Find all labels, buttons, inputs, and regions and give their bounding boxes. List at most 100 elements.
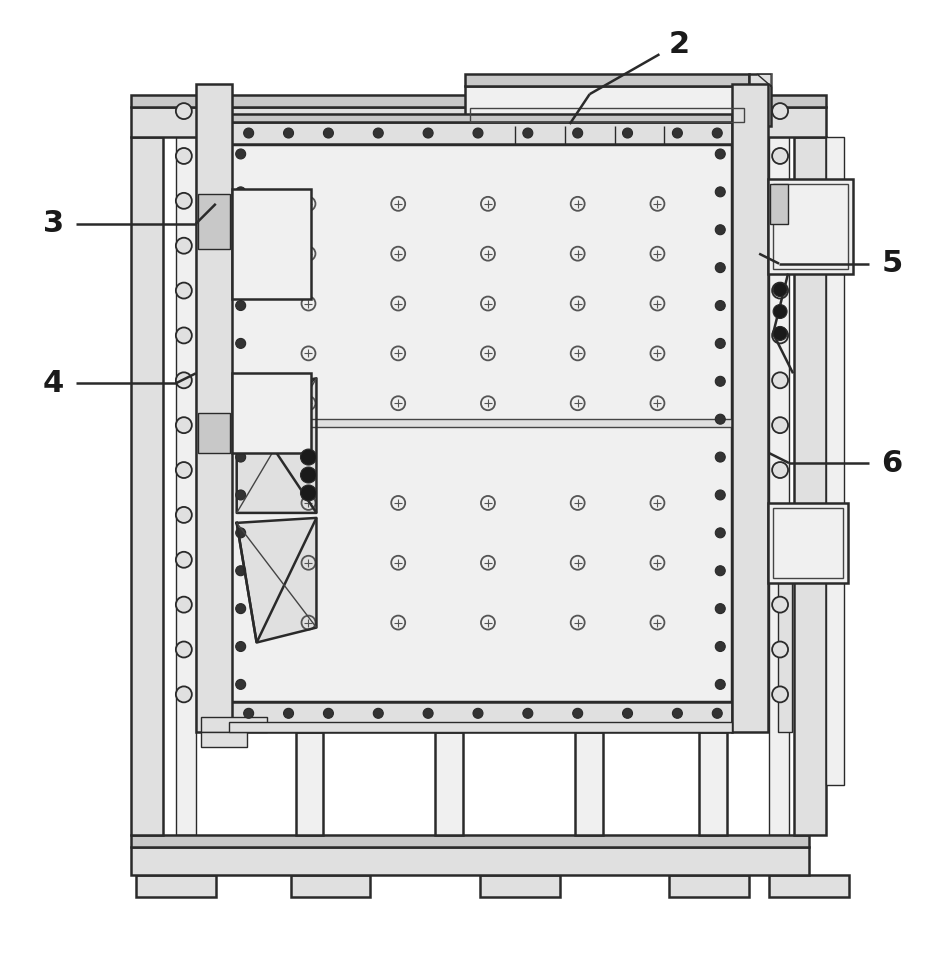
Circle shape bbox=[235, 452, 246, 462]
Circle shape bbox=[283, 709, 294, 718]
Bar bbox=[826, 137, 844, 785]
Bar bbox=[768, 179, 853, 273]
Circle shape bbox=[623, 709, 632, 718]
Circle shape bbox=[300, 467, 316, 483]
Circle shape bbox=[423, 128, 433, 138]
Circle shape bbox=[715, 680, 726, 690]
Circle shape bbox=[235, 565, 246, 576]
Circle shape bbox=[235, 300, 246, 310]
Circle shape bbox=[623, 128, 632, 138]
Polygon shape bbox=[237, 518, 316, 642]
Circle shape bbox=[235, 377, 246, 386]
Circle shape bbox=[283, 128, 294, 138]
Circle shape bbox=[523, 128, 533, 138]
Text: 3: 3 bbox=[42, 209, 64, 238]
Circle shape bbox=[573, 709, 582, 718]
Bar bbox=[198, 413, 230, 453]
Circle shape bbox=[235, 187, 246, 196]
Circle shape bbox=[176, 641, 192, 658]
Bar bbox=[774, 508, 843, 578]
Circle shape bbox=[300, 449, 316, 465]
Circle shape bbox=[235, 528, 246, 537]
Bar bbox=[291, 874, 371, 897]
Circle shape bbox=[715, 565, 726, 576]
Circle shape bbox=[673, 128, 682, 138]
Circle shape bbox=[235, 680, 246, 690]
Circle shape bbox=[773, 238, 788, 253]
Bar bbox=[575, 732, 602, 835]
Circle shape bbox=[715, 300, 726, 310]
Circle shape bbox=[235, 224, 246, 235]
Circle shape bbox=[773, 462, 788, 478]
Bar bbox=[131, 835, 809, 846]
Circle shape bbox=[774, 326, 787, 340]
Circle shape bbox=[573, 128, 582, 138]
Circle shape bbox=[773, 373, 788, 388]
Bar bbox=[229, 722, 732, 732]
Bar bbox=[229, 114, 732, 122]
Bar bbox=[769, 137, 789, 835]
Circle shape bbox=[244, 128, 254, 138]
Circle shape bbox=[715, 377, 726, 386]
Bar bbox=[699, 732, 727, 835]
Circle shape bbox=[324, 128, 333, 138]
Circle shape bbox=[300, 485, 316, 501]
Circle shape bbox=[773, 327, 788, 344]
Circle shape bbox=[712, 709, 723, 718]
Circle shape bbox=[176, 327, 192, 344]
Circle shape bbox=[176, 597, 192, 612]
Bar bbox=[196, 84, 231, 732]
Circle shape bbox=[176, 238, 192, 253]
Bar bbox=[229, 702, 732, 724]
Bar bbox=[778, 583, 792, 732]
Bar bbox=[231, 374, 311, 453]
Circle shape bbox=[774, 282, 787, 297]
Bar bbox=[231, 189, 311, 299]
Text: 4: 4 bbox=[42, 369, 64, 398]
Circle shape bbox=[176, 373, 192, 388]
Circle shape bbox=[176, 507, 192, 523]
Polygon shape bbox=[758, 74, 771, 86]
Bar bbox=[198, 194, 230, 248]
Bar bbox=[669, 874, 749, 897]
Circle shape bbox=[774, 304, 787, 319]
Circle shape bbox=[773, 282, 788, 299]
Circle shape bbox=[235, 263, 246, 273]
Bar bbox=[465, 74, 749, 86]
Circle shape bbox=[715, 414, 726, 424]
Bar bbox=[176, 137, 196, 835]
Bar bbox=[470, 108, 744, 122]
Bar bbox=[480, 874, 560, 897]
Circle shape bbox=[773, 507, 788, 523]
Bar bbox=[465, 126, 749, 144]
Circle shape bbox=[715, 452, 726, 462]
Circle shape bbox=[773, 193, 788, 209]
Circle shape bbox=[715, 263, 726, 273]
Circle shape bbox=[523, 709, 533, 718]
Circle shape bbox=[715, 641, 726, 652]
Circle shape bbox=[176, 193, 192, 209]
Circle shape bbox=[715, 338, 726, 349]
Circle shape bbox=[773, 417, 788, 433]
Circle shape bbox=[235, 604, 246, 613]
Bar bbox=[465, 86, 749, 126]
Bar bbox=[200, 732, 247, 747]
Bar bbox=[229, 419, 732, 428]
Bar bbox=[732, 84, 768, 732]
Text: 2: 2 bbox=[669, 30, 690, 59]
Bar bbox=[435, 732, 463, 835]
Circle shape bbox=[235, 338, 246, 349]
Bar bbox=[768, 503, 848, 583]
Bar bbox=[295, 732, 324, 835]
Text: 6: 6 bbox=[881, 449, 902, 478]
Circle shape bbox=[715, 149, 726, 159]
Bar bbox=[200, 717, 266, 732]
Bar bbox=[774, 184, 848, 269]
Bar bbox=[794, 137, 826, 835]
Bar bbox=[131, 107, 826, 137]
Circle shape bbox=[176, 462, 192, 478]
Polygon shape bbox=[237, 378, 316, 513]
Circle shape bbox=[473, 709, 483, 718]
Circle shape bbox=[715, 187, 726, 196]
Bar bbox=[770, 184, 788, 223]
